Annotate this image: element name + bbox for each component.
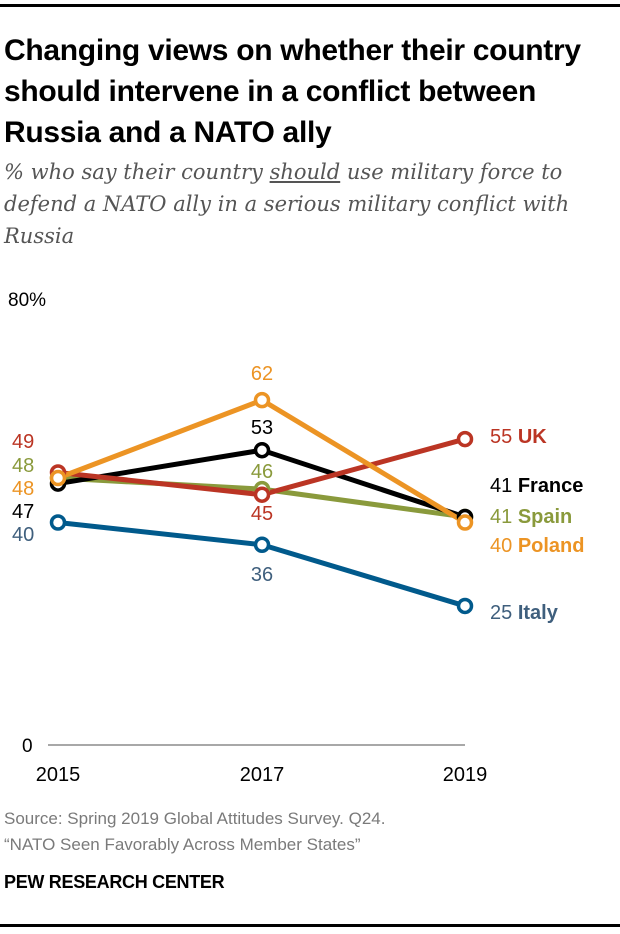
end-label-spain: 41 Spain — [490, 506, 572, 528]
data-point-italy-2017 — [253, 536, 271, 553]
x-tick-label-2015: 2015 — [36, 764, 81, 786]
chart-title: Changing views on whether their country … — [4, 34, 581, 149]
data-label-italy-2017: 36 — [251, 564, 273, 586]
end-label-value: 41 — [490, 506, 518, 528]
end-label-series-name: Spain — [518, 506, 572, 528]
end-label-value: 40 — [490, 535, 518, 557]
source-note: Source: Spring 2019 Global Attitudes Sur… — [4, 806, 385, 858]
end-label-uk: 55 UK — [490, 426, 547, 448]
chart-subtitle: % who say their country should use milit… — [4, 156, 604, 252]
x-tick-label-2017: 2017 — [240, 764, 285, 786]
top-rule — [0, 4, 620, 7]
y-tick-label-zero: 0 — [22, 736, 33, 757]
data-point-uk-2017 — [253, 486, 271, 503]
end-label-value: 25 — [490, 602, 518, 624]
data-point-poland-2019 — [456, 514, 474, 531]
subtitle-emphasis: should — [269, 160, 341, 184]
data-point-poland-2017 — [253, 391, 271, 409]
data-label-italy-2015: 40 — [12, 524, 34, 546]
y-tick-label-top: 80% — [8, 290, 46, 311]
source-line-2: “NATO Seen Favorably Across Member State… — [4, 835, 361, 854]
source-line-1: Source: Spring 2019 Global Attitudes Sur… — [4, 809, 386, 828]
data-label-france-2015: 47 — [12, 501, 34, 523]
series-points — [49, 391, 474, 615]
end-label-italy: 25 Italy — [490, 602, 559, 624]
data-label-poland-2017: 62 — [251, 363, 273, 385]
brand-logo-text: PEW RESEARCH CENTER — [4, 872, 225, 892]
end-label-value: 55 — [490, 426, 518, 448]
end-label-series-name: France — [518, 475, 584, 497]
data-label-france-2017: 53 — [251, 417, 273, 439]
subtitle-part-2: use military force to defend a NATO ally… — [4, 160, 570, 248]
end-label-series-name: Italy — [518, 602, 559, 624]
end-label-value: 41 — [490, 475, 518, 497]
end-label-france: 41 France — [490, 475, 583, 497]
line-chart: 80% 0 2015 2017 2019 494848474062534645365… — [8, 290, 584, 786]
x-tick-label-2019: 2019 — [443, 764, 488, 786]
end-label-poland: 40 Poland — [490, 535, 584, 557]
end-label-series-name: Poland — [518, 535, 585, 557]
data-point-poland-2015 — [49, 469, 67, 487]
data-point-uk-2019 — [456, 430, 474, 448]
bottom-rule — [0, 924, 620, 927]
data-label-spain-2017: 46 — [251, 461, 273, 483]
x-tick-labels: 2015 2017 2019 — [36, 764, 488, 786]
data-label-uk-2015: 49 — [12, 431, 34, 453]
end-label-series-name: UK — [518, 426, 547, 448]
data-point-italy-2019 — [456, 597, 474, 615]
data-label-uk-2017: 45 — [251, 503, 273, 525]
data-label-poland-2015: 48 — [12, 478, 34, 500]
data-point-france-2017 — [253, 441, 271, 459]
subtitle-part-1: % who say their country — [4, 160, 270, 184]
data-label-spain-2015: 48 — [12, 455, 34, 477]
data-point-italy-2015 — [49, 514, 67, 531]
